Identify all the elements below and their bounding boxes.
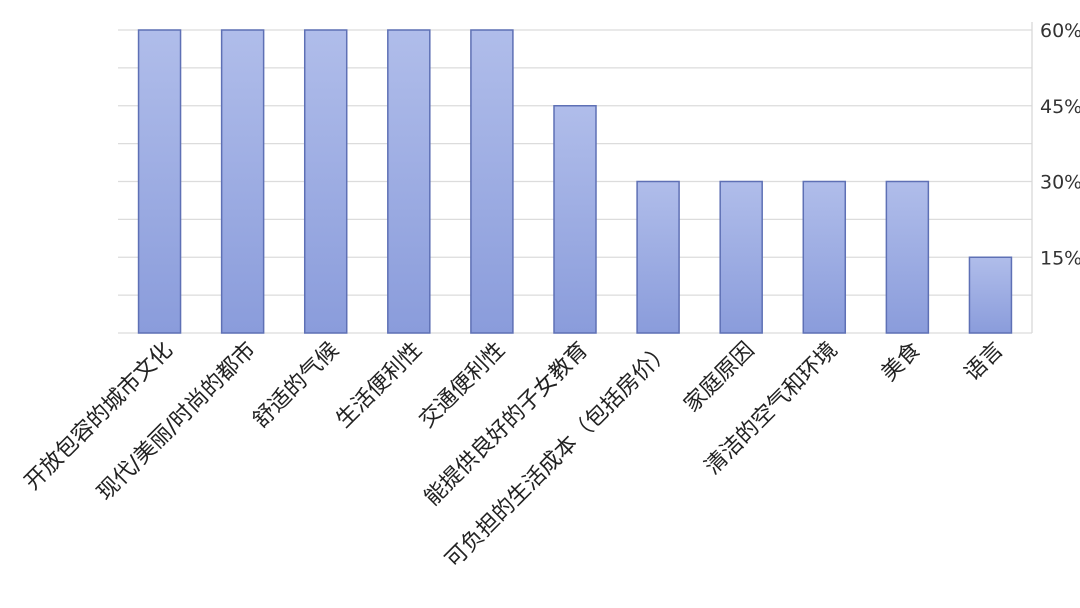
bar xyxy=(470,29,514,334)
x-tick-label: 能提供良好的子女教育 xyxy=(420,338,593,511)
bar xyxy=(387,29,431,334)
y-tick-label: 45% xyxy=(1040,96,1080,118)
bar xyxy=(802,180,847,334)
x-axis-labels: 开放包容的城市文化现代/美丽/时尚的都市舒适的气候生活便利性交通便利性能提供良好… xyxy=(20,338,1009,573)
bar xyxy=(968,256,1013,334)
x-tick-label: 美食 xyxy=(877,338,926,387)
bar xyxy=(220,29,265,334)
bar xyxy=(553,105,597,334)
y-tick-label: 15% xyxy=(1040,247,1080,269)
bar xyxy=(137,29,182,334)
x-tick-label: 开放包容的城市文化 xyxy=(20,338,178,496)
y-axis-ticks: 15% 30% 45% 60% xyxy=(1040,20,1080,269)
y-tick-label: 30% xyxy=(1040,172,1080,194)
x-tick-label: 舒适的气候 xyxy=(248,338,343,433)
x-tick-label: 生活便利性 xyxy=(332,338,427,433)
x-tick-label: 现代/美丽/时尚的都市 xyxy=(93,338,261,506)
x-tick-label: 家庭原因 xyxy=(680,338,760,418)
x-tick-label: 语言 xyxy=(960,338,1009,387)
bar xyxy=(719,180,763,334)
bar xyxy=(303,29,348,334)
y-tick-label: 60% xyxy=(1040,20,1080,42)
bar xyxy=(885,180,930,334)
bars xyxy=(137,29,1013,334)
bar xyxy=(636,180,680,334)
